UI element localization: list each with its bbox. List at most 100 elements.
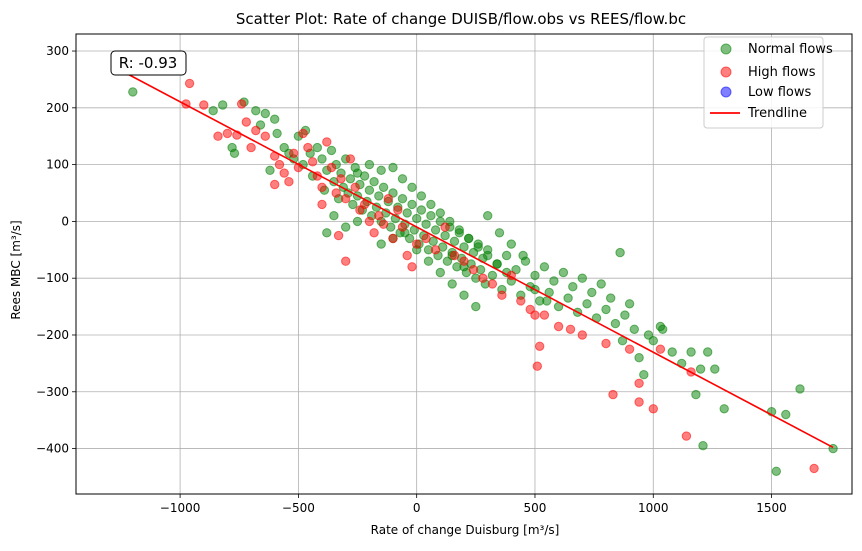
normal-flow-point: [487, 270, 498, 281]
high-flow-point: [681, 431, 692, 441]
normal-flow-point: [322, 228, 332, 238]
normal-flow-point: [539, 262, 550, 272]
normal-flow-point: [483, 250, 493, 261]
normal-flow-point: [629, 324, 639, 334]
normal-flow-point: [416, 191, 427, 201]
high-flow-point: [565, 324, 576, 334]
y-tick-label: 300: [46, 44, 69, 58]
high-flow-point: [184, 78, 195, 89]
normal-flow-point: [655, 321, 666, 332]
x-tick-label: 500: [524, 501, 547, 515]
normal-flow-point: [407, 182, 417, 193]
normal-flow-point: [376, 165, 386, 176]
high-flow-point: [459, 256, 469, 266]
normal-flow-point: [634, 353, 644, 363]
y-tick-label: −200: [36, 328, 69, 342]
high-flow-point: [333, 230, 344, 241]
normal-flow-point: [691, 389, 701, 400]
normal-flow-point: [549, 276, 559, 286]
normal-flow-point: [719, 404, 729, 414]
high-flow-point: [331, 188, 341, 198]
legend: Normal flows High flows Low flows Trendl…: [703, 36, 833, 129]
high-flow-point: [364, 216, 375, 227]
high-flow-point: [487, 279, 498, 289]
high-flow-point: [341, 256, 351, 266]
normal-flow-point: [412, 213, 422, 224]
high-flow-point: [298, 128, 308, 139]
y-tick-label: 100: [46, 158, 69, 172]
high-flow-point: [601, 338, 611, 349]
normal-flow-point: [426, 199, 436, 210]
high-flow-point: [397, 222, 408, 232]
high-flow-point: [336, 174, 346, 184]
high-flow-point: [407, 262, 417, 272]
normal-flow-point: [494, 228, 505, 238]
high-flow-point: [539, 310, 550, 320]
x-tick-label: 1000: [638, 501, 669, 515]
high-flow-point: [577, 330, 587, 340]
normal-flow-point: [229, 148, 240, 159]
normal-flow-point: [587, 287, 597, 298]
y-tick-label: −100: [36, 271, 69, 285]
high-flow-point: [388, 233, 398, 244]
normal-flow-point: [483, 211, 493, 221]
normal-flow-point: [610, 318, 621, 329]
high-flow-point: [468, 265, 479, 275]
normal-flow-point: [426, 211, 436, 221]
normal-flow-point: [454, 225, 464, 235]
high-flow-point: [374, 211, 384, 221]
high-flow-point: [624, 344, 635, 354]
y-tick-label: 200: [46, 101, 69, 115]
x-tick-label: 1500: [756, 501, 787, 515]
normal-flow-point: [781, 409, 791, 420]
normal-flow-point: [378, 182, 389, 193]
high-flow-point: [270, 179, 280, 190]
normal-flow-point: [435, 208, 445, 218]
high-flow-point: [378, 219, 389, 229]
high-flow-point: [199, 100, 209, 110]
normal-flow-point: [402, 208, 412, 218]
high-flow-point: [241, 117, 252, 127]
trendline-layer: [118, 68, 834, 449]
high-flow-point: [634, 397, 644, 407]
high-flow-point: [516, 296, 526, 306]
normal-flow-point: [260, 108, 270, 119]
normal-flow-point: [329, 211, 339, 221]
normal-flow-point: [771, 466, 781, 476]
annotation-text: R: -0.93: [119, 54, 178, 72]
high-flow-point: [303, 142, 313, 153]
high-flow-point: [213, 131, 223, 141]
legend-marker-high: [720, 66, 732, 78]
high-flow-point: [322, 137, 332, 147]
normal-flow-point: [698, 441, 708, 451]
trendline: [118, 68, 834, 449]
normal-flow-point: [447, 279, 457, 289]
legend-marker-low: [720, 86, 732, 98]
high-flow-point: [274, 159, 285, 170]
normal-flow-point: [695, 364, 706, 374]
high-flow-point: [553, 321, 564, 332]
normal-flow-point: [795, 384, 805, 394]
normal-flow-point: [471, 301, 481, 312]
normal-flow-point: [364, 159, 375, 170]
normal-flow-point: [388, 162, 398, 173]
normal-flow-point: [423, 256, 434, 266]
normal-flow-point: [341, 222, 351, 232]
high-flow-point: [307, 157, 318, 167]
normal-flow-point: [270, 114, 280, 124]
x-axis-label: Rate of change Duisburg [m³/s]: [371, 523, 560, 537]
x-tick-label: −1000: [160, 501, 201, 515]
normal-flow-point: [440, 230, 450, 241]
normal-flow-point: [376, 239, 386, 249]
normal-flow-point: [397, 174, 408, 184]
normal-flow-point: [128, 87, 138, 97]
legend-label-trendline: Trendline: [747, 106, 807, 121]
high-flow-point: [317, 182, 327, 193]
normal-flow-point: [492, 259, 502, 269]
high-flow-point: [608, 389, 618, 400]
high-flow-point: [634, 378, 644, 388]
high-flow-point: [530, 310, 540, 320]
legend-label-normal: Normal flows: [748, 42, 833, 57]
